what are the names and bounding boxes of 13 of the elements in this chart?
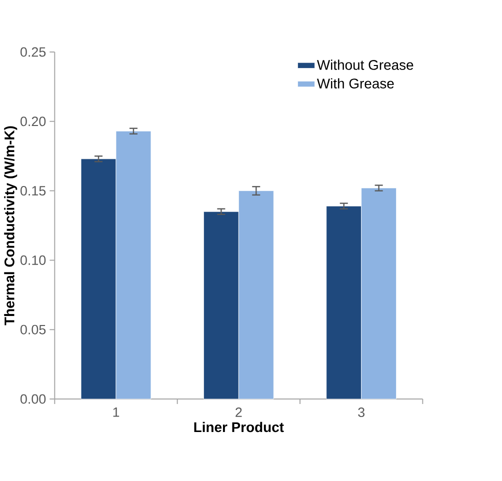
y-tick-label: 0.20	[20, 116, 46, 126]
y-tick-label: 0.00	[20, 394, 46, 404]
legend-label: With Grease	[316, 78, 394, 88]
x-axis-title: Liner Product	[194, 422, 284, 432]
x-tick-label: 1	[113, 408, 120, 417]
legend-label: Without Grease	[316, 60, 414, 70]
x-tick-label: 3	[358, 408, 364, 418]
x-tick-label: 2	[236, 408, 242, 417]
y-tick-label: 0.15	[20, 186, 46, 196]
y-tick-label: 0.05	[20, 324, 46, 334]
y-axis-title: Thermal Conductivity (W/m-K)	[4, 126, 18, 326]
y-tick-label: 0.10	[20, 255, 46, 265]
y-tick-label: 0.25	[20, 47, 46, 57]
